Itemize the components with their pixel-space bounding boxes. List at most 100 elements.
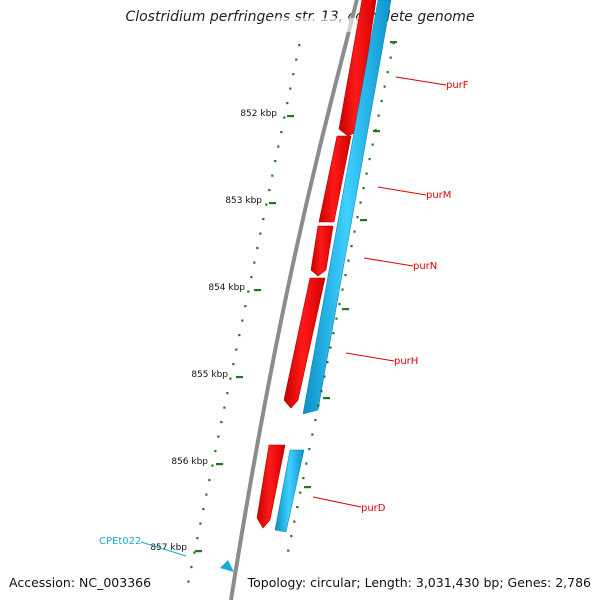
ruler-dot [247,290,250,293]
ruler-dot [208,479,211,482]
ruler-dot [235,348,238,351]
ruler-major-tick [254,289,261,292]
track-dot [386,71,389,74]
track-dot [290,535,293,538]
track-dot [320,390,323,393]
gene-label-purH[interactable]: purH [394,356,418,367]
ruler-dot [274,160,277,163]
ruler-major-tick [216,463,223,466]
track-dot [314,419,317,422]
blue-track-upper [302,0,392,415]
cds-label-CPEt022[interactable]: CPEt022 [99,536,141,547]
blue-track-arrow [220,560,234,572]
track-dot [329,346,332,349]
ruler-dot [277,145,280,148]
ruler-dot [226,392,229,395]
track-major-tick [323,397,330,400]
ruler-dot [298,44,301,47]
track-dot [377,114,380,117]
track-dot [371,143,374,146]
track-dot [380,100,383,103]
blue-track-lower [274,449,305,533]
ruler-dot [268,189,271,192]
track-major-tick [360,219,367,222]
genome-summary-text: Topology: circular; Length: 3,031,430 bp… [247,575,591,590]
ruler-major-tick [287,115,294,118]
track-dot [341,288,344,291]
tick-label-857: 857 kbp [150,543,187,553]
track-dot [293,520,296,523]
track-dot [389,56,392,59]
ruler-dot [295,58,298,61]
ruler-dot [280,131,283,134]
track-dot [308,448,311,451]
track-major-tick [390,41,397,44]
track-dot [359,201,362,204]
track-dot [311,433,314,436]
ruler-dot [271,174,274,177]
track-dot [347,259,350,262]
track-dot [299,491,302,494]
ruler-dot [265,203,268,206]
gene-block-purD[interactable] [256,444,286,529]
top-arrowhead [362,0,374,5]
ruler-dot [190,566,193,569]
ruler-dot [286,102,289,105]
track-dot [317,404,320,407]
ruler-major-tick [195,550,202,553]
genome-backbone [229,0,359,600]
track-major-tick [304,486,311,489]
ruler-dot [241,319,244,322]
ruler-dot [187,580,190,583]
ruler-dot [259,232,262,235]
ruler-dot [193,551,196,554]
track-dot [326,361,329,364]
gene-label-purM[interactable]: purM [426,190,451,201]
ruler-dot [196,537,199,540]
ruler-dot [223,406,226,409]
gene-leader-purF [395,76,447,86]
track-dot [296,506,299,509]
ruler-dot [232,363,235,366]
ruler-dot [217,435,220,438]
track-major-tick [373,130,380,133]
track-dot [344,274,347,277]
gene-leader-purN [363,257,414,267]
track-dot [356,216,359,219]
gene-label-purD[interactable]: purD [361,503,386,514]
tick-label-854: 854 kbp [208,283,245,293]
ruler-dot [289,87,292,90]
ruler-dot [211,464,214,467]
gene-block-purF[interactable] [338,0,377,137]
gene-leader-purD [312,496,362,508]
ruler-major-tick [269,202,276,205]
gene-block-purH[interactable] [283,277,326,409]
ruler-dot [202,508,205,511]
ruler-dot [256,247,259,250]
ruler-dot [229,377,232,380]
ruler-dot [262,218,265,221]
gene-block-purM[interactable] [318,135,352,223]
track-dot [305,462,308,465]
track-dot [332,332,335,335]
ruler-dot [238,334,241,337]
tick-label-856: 856 kbp [171,457,208,467]
ruler-dot [244,305,247,308]
gene-leader-purM [377,186,427,196]
ruler-dot [253,261,256,264]
ruler-major-tick [236,376,243,379]
track-dot [335,317,338,320]
track-dot [383,85,386,88]
gene-leader-purH [345,352,395,362]
gene-block-purN[interactable] [310,225,334,277]
tick-layer [187,41,397,583]
track-dot [353,230,356,233]
gene-label-purN[interactable]: purN [413,261,437,272]
tick-label-855: 855 kbp [191,370,228,380]
ruler-dot [220,421,223,424]
track-dot [368,158,371,161]
ruler-dot [214,450,217,453]
ruler-dot [292,73,295,76]
gene-label-purF[interactable]: purF [446,80,469,91]
